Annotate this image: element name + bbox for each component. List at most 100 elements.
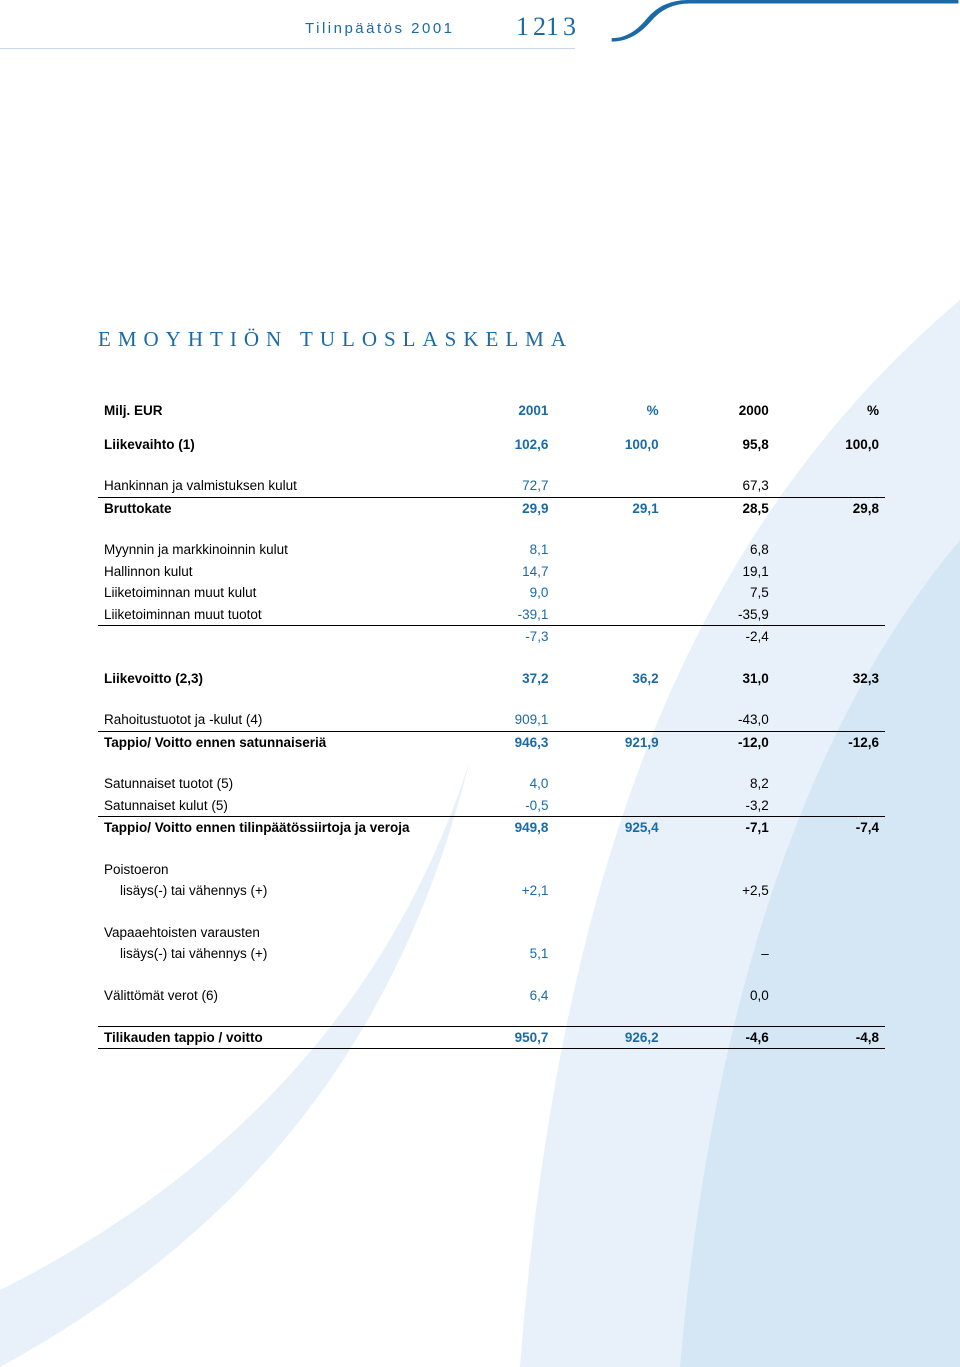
row-value: 29,9 (444, 497, 554, 519)
row-value (444, 922, 554, 944)
row-value (554, 795, 664, 817)
row-value: 8,2 (665, 773, 775, 795)
section-title: EMOYHTIÖN TULOSLASKELMA (98, 327, 885, 352)
row-value: 6,4 (444, 985, 554, 1007)
row-label: Bruttokate (98, 497, 444, 519)
row-value: -39,1 (444, 604, 554, 626)
row-label: Myynnin ja markkinoinnin kulut (98, 539, 444, 561)
row-value: 100,0 (775, 434, 885, 456)
row-value (554, 561, 664, 583)
table-spacer (98, 648, 885, 668)
unit-label: Milj. EUR (98, 400, 444, 422)
table-row: lisäys(-) tai vähennys (+)+2,1 +2,5 (98, 880, 885, 902)
row-value (554, 859, 664, 881)
row-value (775, 859, 885, 881)
row-label (98, 626, 444, 648)
row-value: -7,1 (665, 817, 775, 839)
table-spacer (98, 455, 885, 475)
table-spacer (98, 753, 885, 773)
row-label: Hankinnan ja valmistuksen kulut (98, 475, 444, 497)
page-header: Tilinpäätös 2001 12 13 (0, 0, 960, 52)
table-row: Tilikauden tappio / voitto950,7926,2-4,6… (98, 1026, 885, 1049)
row-label: Liiketoiminnan muut tuotot (98, 604, 444, 626)
table-row: Hallinnon kulut14,719,1 (98, 561, 885, 583)
row-value: 19,1 (665, 561, 775, 583)
row-value: 909,1 (444, 709, 554, 731)
row-value: 67,3 (665, 475, 775, 497)
row-value: 921,9 (554, 731, 664, 753)
row-value (554, 880, 664, 902)
table-row: Hankinnan ja valmistuksen kulut72,7 67,3 (98, 475, 885, 497)
row-value: 6,8 (665, 539, 775, 561)
row-value (554, 475, 664, 497)
table-spacer (98, 839, 885, 859)
row-label: lisäys(-) tai vähennys (+) (98, 943, 444, 965)
table-spacer (98, 519, 885, 539)
row-label: Satunnaiset kulut (5) (98, 795, 444, 817)
table-row: Poistoeron (98, 859, 885, 881)
table-row: lisäys(-) tai vähennys (+)5,1– (98, 943, 885, 965)
row-value: -0,5 (444, 795, 554, 817)
row-value (554, 626, 664, 648)
table-row: Tappio/ Voitto ennen tilinpäätössiirtoja… (98, 817, 885, 839)
row-label: Satunnaiset tuotot (5) (98, 773, 444, 795)
table-row: Tappio/ Voitto ennen satunnaiseriä946,39… (98, 731, 885, 753)
row-value (775, 709, 885, 731)
table-row: Liiketoiminnan muut tuotot-39,1-35,9 (98, 604, 885, 626)
table-row: Vapaaehtoisten varausten (98, 922, 885, 944)
table-spacer (98, 1006, 885, 1026)
row-label: lisäys(-) tai vähennys (+) (98, 880, 444, 902)
table-row: Liikevoitto (2,3)37,236,231,032,3 (98, 668, 885, 690)
row-value (775, 561, 885, 583)
row-label: Liikevoitto (2,3) (98, 668, 444, 690)
row-value: 950,7 (444, 1026, 554, 1049)
page-right: 13 (546, 12, 580, 41)
table-row: Bruttokate29,929,128,529,8 (98, 497, 885, 519)
row-value: 0,0 (665, 985, 775, 1007)
header-curve (585, 0, 960, 52)
table-row: Välittömät verot (6)6,4 0,0 (98, 985, 885, 1007)
row-value: -43,0 (665, 709, 775, 731)
row-value: -3,2 (665, 795, 775, 817)
row-value: 31,0 (665, 668, 775, 690)
row-value: -4,8 (775, 1026, 885, 1049)
row-value: 95,8 (665, 434, 775, 456)
row-value (775, 604, 885, 626)
table-row: Myynnin ja markkinoinnin kulut8,16,8 (98, 539, 885, 561)
row-value: -2,4 (665, 626, 775, 648)
row-value: +2,5 (665, 880, 775, 902)
row-value (554, 943, 664, 965)
row-value (554, 985, 664, 1007)
row-label: Tappio/ Voitto ennen satunnaiseriä (98, 731, 444, 753)
income-statement-table: Milj. EUR 2001 % 2000 % Liikevaihto (1) 1… (98, 400, 885, 1049)
row-value: 7,5 (665, 582, 775, 604)
row-label: Välittömät verot (6) (98, 985, 444, 1007)
row-value (554, 539, 664, 561)
row-label: Poistoeron (98, 859, 444, 881)
row-value: 72,7 (444, 475, 554, 497)
row-value: -7,4 (775, 817, 885, 839)
row-value (775, 922, 885, 944)
table-spacer (98, 965, 885, 985)
row-value (444, 859, 554, 881)
row-value: 949,8 (444, 817, 554, 839)
header-underline (0, 48, 575, 49)
row-value (775, 539, 885, 561)
row-value: 36,2 (554, 668, 664, 690)
row-label: Vapaaehtoisten varausten (98, 922, 444, 944)
row-label: Tilikauden tappio / voitto (98, 1026, 444, 1049)
table-row: Liiketoiminnan muut kulut9,07,5 (98, 582, 885, 604)
row-value: 29,8 (775, 497, 885, 519)
row-value: 100,0 (554, 434, 664, 456)
row-value (775, 626, 885, 648)
table-spacer (98, 422, 885, 434)
row-label: Hallinnon kulut (98, 561, 444, 583)
row-value: +2,1 (444, 880, 554, 902)
page-left: 12 (516, 12, 550, 41)
row-value (775, 773, 885, 795)
row-value (554, 709, 664, 731)
col-pct0: % (775, 400, 885, 422)
row-label: Liikevaihto (1) (98, 434, 444, 456)
row-label: Liiketoiminnan muut kulut (98, 582, 444, 604)
table-header-row: Milj. EUR 2001 % 2000 % (98, 400, 885, 422)
